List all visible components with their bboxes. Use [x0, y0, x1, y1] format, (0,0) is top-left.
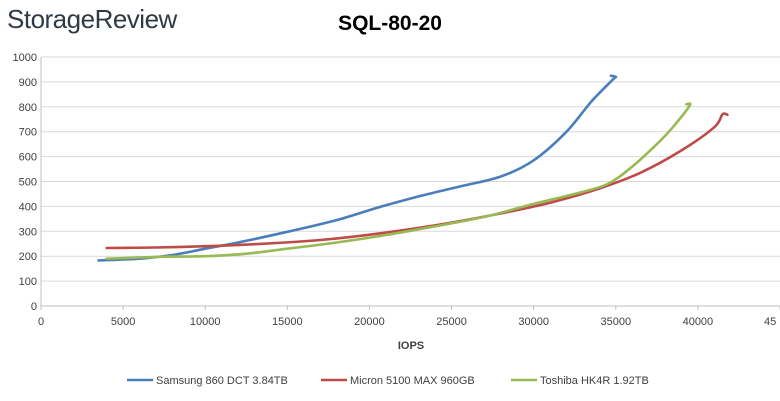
y-tick-label: 300	[19, 226, 37, 238]
y-tick-label: 100	[19, 276, 37, 288]
y-tick-label: 400	[19, 201, 37, 213]
x-tick-label: 20000	[354, 316, 385, 328]
y-tick-label: 900	[19, 77, 37, 89]
series-lines	[97, 74, 729, 262]
y-tick-label: 700	[19, 127, 37, 139]
chart-title: SQL-80-20	[338, 12, 442, 35]
legend: Samsung 860 DCT 3.84TB Micron 5100 MAX 96…	[127, 375, 649, 387]
axes	[40, 57, 780, 310]
legend-label: Samsung 860 DCT 3.84TB	[156, 375, 288, 387]
series-line-2	[105, 102, 692, 260]
x-tick-label: 5000	[111, 316, 135, 328]
storagereview-logo: StorageReview	[7, 4, 177, 34]
series-line-1	[105, 112, 729, 250]
x-axis-title: IOPS	[398, 340, 424, 352]
x-tick-label: 25000	[436, 316, 467, 328]
x-tick-label: 45	[764, 316, 776, 328]
x-tick-label: 40000	[683, 316, 714, 328]
y-tick-label: 200	[19, 251, 37, 263]
legend-label: Micron 5100 MAX 960GB	[350, 375, 475, 387]
y-tick-label: 800	[19, 102, 37, 114]
gridlines	[41, 56, 780, 282]
x-tick-label: 30000	[518, 316, 549, 328]
x-tick-label: 0	[38, 316, 44, 328]
y-tick-label: 500	[19, 177, 37, 189]
x-tick-label: 35000	[600, 316, 631, 328]
y-tick-label: 600	[19, 152, 37, 164]
legend-label: Toshiba HK4R 1.92TB	[540, 375, 649, 387]
x-tick-label: 10000	[190, 316, 221, 328]
series-line-0	[97, 74, 618, 262]
y-tick-label: 0	[31, 301, 37, 313]
x-tick-label: 15000	[272, 316, 303, 328]
y-tick-label: 1000	[13, 52, 37, 64]
